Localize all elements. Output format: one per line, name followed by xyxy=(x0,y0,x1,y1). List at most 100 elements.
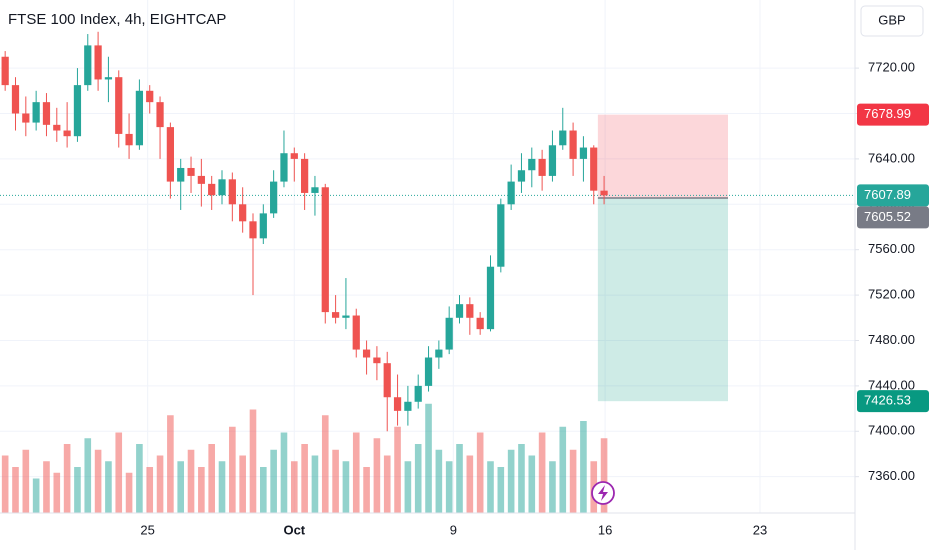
volume-bar xyxy=(373,438,381,513)
volume-bar xyxy=(1,455,9,513)
y-tick-label: 7560.00 xyxy=(868,241,915,256)
volume-bar xyxy=(435,449,443,513)
candle-body xyxy=(445,317,453,350)
candle-body xyxy=(507,181,515,205)
icon-bolt[interactable] xyxy=(598,485,608,501)
candle-body xyxy=(517,170,526,182)
volume-bar xyxy=(404,461,412,513)
candle-body xyxy=(166,127,174,182)
volume-bar xyxy=(218,461,226,513)
candle-body xyxy=(600,190,608,196)
candle-body xyxy=(1,56,9,86)
volume-bar xyxy=(156,455,164,513)
volume-bar xyxy=(280,432,288,513)
volume-bar xyxy=(187,449,195,513)
volume-bar xyxy=(12,467,19,513)
y-tick-label: 7400.00 xyxy=(868,423,915,438)
stop-label: 7678.99 xyxy=(864,106,911,121)
volume-bar xyxy=(208,444,215,513)
candle-body xyxy=(579,147,588,159)
candle-body xyxy=(84,45,92,86)
target-label: 7426.53 xyxy=(864,393,911,408)
candle-body xyxy=(22,113,30,123)
y-tick-label: 7480.00 xyxy=(868,332,915,347)
candle-body xyxy=(393,397,402,411)
volume-bar xyxy=(445,461,453,513)
entry-label-bg xyxy=(857,206,929,229)
last-price-label: 7607.89 xyxy=(864,187,911,202)
volume-bar xyxy=(518,444,525,513)
volume-bar xyxy=(394,426,401,513)
volume-bar xyxy=(332,449,339,513)
volume-bar xyxy=(352,432,360,513)
volume-bar xyxy=(290,461,298,513)
volume-bar xyxy=(487,461,494,513)
volume-bar xyxy=(559,426,567,513)
volume-bar xyxy=(105,461,112,513)
y-tick-label: 7640.00 xyxy=(868,150,915,165)
candle-body xyxy=(569,130,577,159)
candle-body xyxy=(73,85,82,137)
target-zone xyxy=(597,198,728,402)
volume-bar xyxy=(414,444,422,513)
candle-body xyxy=(259,213,267,239)
candle-body xyxy=(435,349,443,358)
volume-bar xyxy=(600,438,608,513)
candle-body xyxy=(53,124,61,131)
volume-bar xyxy=(456,444,463,513)
candle-body xyxy=(42,102,51,125)
volume-bar xyxy=(497,467,505,513)
volume-bar xyxy=(32,478,40,513)
candle-body xyxy=(63,130,71,137)
volume-bar xyxy=(125,472,133,513)
candle-body xyxy=(590,147,598,191)
volume-bar xyxy=(229,426,236,513)
candle-body xyxy=(115,77,123,134)
volume-bar xyxy=(177,461,185,513)
candle-body xyxy=(383,363,391,398)
volume xyxy=(1,403,608,513)
y-tick-label: 7440.00 xyxy=(868,377,915,392)
volume-bar xyxy=(260,467,267,513)
candle-body xyxy=(270,181,278,214)
candle-body xyxy=(249,221,257,239)
candle-body xyxy=(414,385,422,402)
candle-body xyxy=(32,102,40,123)
candle-body xyxy=(528,158,536,171)
candle-body xyxy=(559,130,567,146)
candle-body xyxy=(156,102,164,128)
volume-bar xyxy=(383,455,391,513)
candle-body xyxy=(218,179,226,196)
currency[interactable]: GBP xyxy=(878,12,905,27)
candle-body xyxy=(486,266,495,330)
candle-body xyxy=(197,175,205,184)
volume-bar xyxy=(528,455,536,513)
candle-body xyxy=(11,85,20,114)
candle-body xyxy=(497,204,505,267)
y-tick-label: 7720.00 xyxy=(868,60,915,75)
candle-body xyxy=(362,349,371,358)
volume-bar xyxy=(167,415,174,513)
volume-bar xyxy=(22,449,30,513)
last-price-label-bg xyxy=(857,184,929,207)
currency-button[interactable] xyxy=(860,5,924,37)
volume-bar xyxy=(115,432,123,513)
target-label-bg xyxy=(857,390,929,413)
volume-bar xyxy=(74,467,81,513)
chart-title: FTSE 100 Index, 4h, EIGHTCAP xyxy=(8,11,226,28)
candle-body xyxy=(104,77,113,80)
candle-body xyxy=(177,167,185,182)
volume-bar xyxy=(569,449,577,513)
volume-bar xyxy=(249,409,257,513)
volume-bar xyxy=(425,403,432,513)
candle-body xyxy=(476,317,484,330)
volume-bar xyxy=(476,432,484,513)
lightning-icon[interactable] xyxy=(591,481,615,505)
x-tick-label: Oct xyxy=(283,522,305,537)
volume-bar xyxy=(321,415,329,513)
candle-body xyxy=(187,167,195,176)
candle-body xyxy=(311,187,319,193)
